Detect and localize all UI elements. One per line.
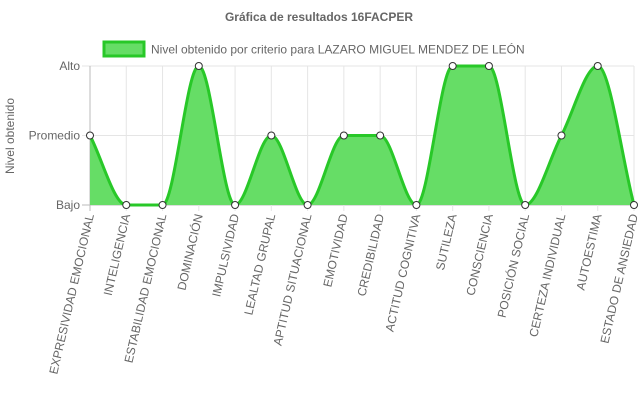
data-point[interactable] xyxy=(122,201,131,209)
x-tick-label: DOMINACIÓN xyxy=(174,212,206,291)
data-point[interactable] xyxy=(630,201,638,209)
x-tick-labels: EXPRESIVIDAD EMOCIONAL INTELIGENCIAESTABI… xyxy=(46,212,639,376)
x-tick-label: EXPRESIVIDAD EMOCIONAL xyxy=(46,212,97,375)
data-point[interactable] xyxy=(267,131,276,140)
data-point[interactable] xyxy=(86,131,94,140)
data-point[interactable] xyxy=(484,62,493,70)
chart-title: Gráfica de resultados 16FACPER xyxy=(225,10,413,24)
x-tick-label: AUTOESTIMA xyxy=(574,213,605,292)
x-tick-label: POSICIÓN SOCIAL xyxy=(494,212,533,319)
legend[interactable]: Nivel obtenido por criterio para LAZARO … xyxy=(102,40,525,58)
x-tick-label: CONSCIENCIA xyxy=(463,213,495,297)
data-point[interactable] xyxy=(412,201,421,209)
legend-swatch xyxy=(102,40,146,58)
x-tick-label: IMPULSIVIDAD xyxy=(209,212,242,298)
x-tick-label: CREDIBILIDAD xyxy=(355,212,388,297)
x-tick-label: CERTEZA INDIVIDUAL xyxy=(526,212,568,338)
data-point[interactable] xyxy=(303,201,312,209)
data-points xyxy=(86,62,638,209)
x-tick-label: EMOTIVIDAD xyxy=(320,212,351,288)
y-axis-title: Nivel obtenido xyxy=(3,98,17,174)
x-tick-label: LEALTAD GRUPAL xyxy=(241,212,278,316)
x-tick-label: INTELIGENCIA xyxy=(101,213,133,297)
data-point[interactable] xyxy=(158,201,167,209)
data-point[interactable] xyxy=(339,131,348,140)
x-tick-label: ESTADO DE ANSIEDAD xyxy=(597,212,639,345)
data-point[interactable] xyxy=(376,131,385,140)
y-tick-label: Bajo xyxy=(56,198,80,212)
data-point[interactable] xyxy=(593,62,602,70)
data-point[interactable] xyxy=(521,201,530,209)
y-tick-label: Promedio xyxy=(29,129,81,143)
y-tick-label: Alto xyxy=(59,59,80,73)
x-tick-label: APTITUD SITUACIONAL xyxy=(271,212,315,347)
data-point[interactable] xyxy=(231,201,240,209)
data-point[interactable] xyxy=(557,131,566,140)
series-area-group xyxy=(88,64,636,207)
x-tick-label: SUTILEZA xyxy=(433,213,460,272)
y-tick-labels: Bajo Promedio Alto xyxy=(29,59,81,212)
data-point[interactable] xyxy=(448,62,457,70)
series-line xyxy=(88,64,636,207)
legend-label: Nivel obtenido por criterio para LAZARO … xyxy=(151,42,525,57)
data-point[interactable] xyxy=(194,62,203,70)
x-tick-label: ACTITUD COGNITIVA xyxy=(383,213,424,334)
